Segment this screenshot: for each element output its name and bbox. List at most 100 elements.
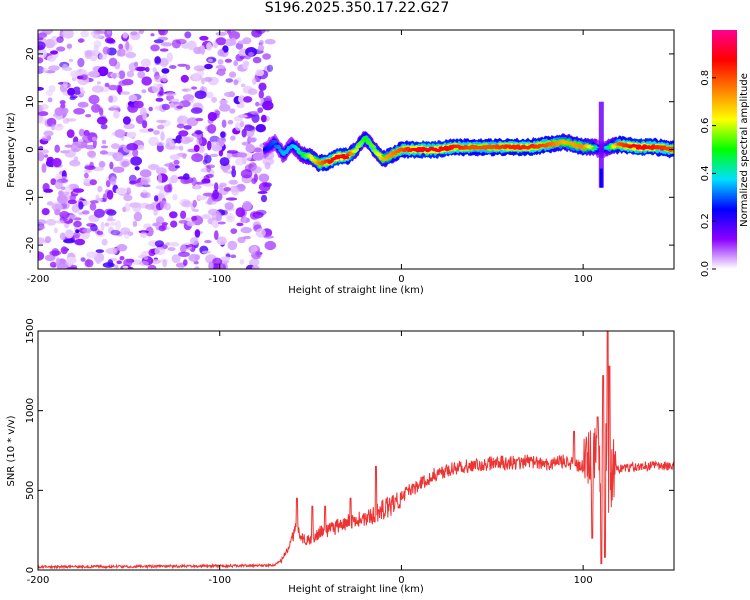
noise-blob: [58, 190, 64, 197]
noise-blob: [231, 186, 240, 196]
snr-x-tick-label: 100: [574, 575, 593, 586]
noise-blob: [209, 135, 220, 143]
noise-blob: [69, 96, 76, 101]
noise-blob: [108, 84, 119, 91]
noise-blob: [38, 111, 49, 117]
noise-blob: [102, 193, 108, 203]
noise-blob: [74, 238, 86, 246]
noise-blob: [196, 136, 203, 146]
noise-blob: [100, 124, 108, 130]
noise-blob: [194, 254, 200, 261]
noise-blob: [82, 210, 90, 215]
noise-blob: [178, 130, 189, 137]
noise-blob: [98, 161, 106, 168]
noise-blob: [60, 150, 70, 154]
colorbar-gradient-bar: [712, 30, 737, 269]
noise-blob: [183, 125, 192, 130]
noise-blob: [56, 46, 66, 52]
noise-blob: [53, 123, 64, 131]
noise-blob: [154, 240, 164, 248]
noise-blob: [82, 228, 92, 234]
ridge-segment: [389, 154, 394, 158]
noise-blob: [106, 151, 115, 156]
noise-blob: [191, 153, 204, 163]
noise-blob: [92, 33, 103, 39]
noise-blob: [255, 69, 265, 77]
noise-blob: [38, 116, 47, 124]
noise-blob: [148, 106, 153, 112]
noise-blob: [102, 46, 110, 55]
noise-blob: [59, 232, 66, 241]
noise-blob: [122, 32, 128, 39]
noise-blob: [201, 250, 211, 254]
noise-blob: [145, 203, 155, 210]
noise-blob: [258, 182, 271, 192]
noise-blob: [155, 97, 164, 102]
noise-blob: [228, 179, 238, 185]
noise-blob: [220, 131, 226, 138]
noise-blob: [224, 58, 232, 63]
noise-blob: [148, 164, 160, 170]
noise-blob: [266, 64, 274, 73]
noise-blob: [155, 141, 165, 146]
noise-blob: [179, 145, 184, 151]
noise-blob: [207, 198, 213, 205]
noise-blob: [255, 228, 266, 238]
noise-blob: [93, 45, 99, 52]
noise-blob: [207, 111, 218, 122]
noise-blob: [38, 219, 47, 225]
noise-blob: [41, 208, 50, 216]
noise-blob: [194, 131, 204, 135]
noise-blob: [202, 192, 214, 197]
noise-blob: [56, 263, 69, 269]
ridge-segment: [365, 138, 370, 142]
noise-blob: [143, 256, 149, 260]
ridge-segment: [277, 146, 282, 150]
noise-blob: [105, 180, 111, 188]
noise-blob: [89, 200, 99, 204]
noise-blob: [262, 157, 275, 166]
noise-blob: [45, 89, 54, 97]
noise-blob: [110, 72, 120, 79]
noise-blob: [140, 58, 151, 67]
noise-blob: [217, 221, 226, 225]
noise-blob: [230, 228, 238, 235]
noise-blob: [248, 136, 258, 143]
noise-blob: [150, 44, 160, 52]
noise-blob: [40, 104, 49, 110]
noise-blob: [73, 220, 82, 228]
noise-blob: [255, 124, 266, 133]
noise-blob: [235, 158, 245, 166]
noise-blob: [84, 165, 96, 171]
noise-blob: [190, 107, 203, 114]
colorbar-label: Normalized spectral amplitude: [739, 73, 750, 227]
noise-blob: [252, 152, 265, 161]
noise-blob: [46, 218, 57, 226]
noise-blob: [212, 219, 220, 229]
noise-blob: [155, 167, 167, 175]
noise-blob: [199, 35, 209, 41]
noise-blob: [142, 189, 148, 194]
noise-blob: [91, 103, 101, 113]
noise-blob: [251, 265, 260, 269]
noise-blob: [104, 208, 115, 215]
snr-y-tick-label: 1500: [25, 318, 36, 343]
noise-blob: [138, 260, 149, 266]
ridge-segment: [354, 148, 359, 152]
noise-blob: [192, 199, 197, 208]
noise-blob: [202, 183, 215, 187]
noise-blob: [140, 191, 151, 199]
noise-blob: [216, 236, 227, 245]
ridge-segment: [377, 153, 382, 157]
noise-blob: [118, 70, 126, 80]
noise-blob: [206, 140, 212, 151]
noise-blob: [197, 195, 208, 201]
noise-blob: [101, 238, 108, 246]
noise-blob: [89, 53, 98, 62]
noise-blob: [133, 211, 143, 222]
noise-blob: [70, 142, 82, 153]
noise-blob: [208, 58, 213, 62]
noise-blob: [238, 114, 248, 119]
